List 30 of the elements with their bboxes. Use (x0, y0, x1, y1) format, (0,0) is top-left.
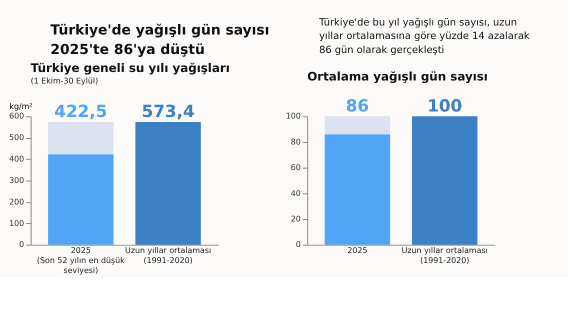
y-tick-label: 100 (9, 218, 24, 228)
bar (48, 122, 114, 154)
data-label: 86 (346, 95, 370, 116)
data-label: 573,4 (142, 101, 195, 122)
y-tick-label: 40 (290, 188, 301, 198)
x-tick-label: 2025 (347, 246, 368, 256)
y-tick-label: 0 (19, 240, 24, 250)
chart-subtitle: (1 Ekim-30 Eylül) (30, 76, 98, 86)
text: Türkiye'de yağışlı gün sayısı 2025'te 86'ya düştü (50, 22, 270, 58)
y-tick-label: 20 (290, 214, 301, 224)
text: Türkiye'de bu yıl yağışlı gün sayısı, uzun yıllar ortalamasına göre yüzde 14 azalarak 86 gün olarak gerçekleşti (318, 17, 530, 56)
data-label: 100 (427, 95, 462, 116)
y-tick-label: 500 (9, 133, 24, 142)
data-label: 422,5 (54, 101, 108, 122)
x-tick-label: 2025 (Son 52 yılın en düşük seviyesi) (36, 246, 126, 275)
x-tick-label: Uzun yıllar ortalaması (1991-2020) (125, 246, 212, 265)
y-tick-label: 400 (9, 154, 24, 164)
bar (48, 154, 114, 245)
y-tick-label: 0 (296, 240, 301, 250)
y-tick-label: 80 (290, 137, 301, 146)
y-tick-label: 60 (290, 163, 301, 172)
y-tick-label: 600 (9, 112, 24, 121)
bar (135, 122, 201, 245)
chart-title: Ortalama yağışlı gün sayısı (307, 70, 488, 84)
y-tick-label: 300 (9, 176, 24, 185)
y-tick-label: 200 (9, 197, 24, 206)
y-axis-title: kg/m² (9, 102, 32, 111)
y-tick-label: 100 (286, 112, 301, 121)
chart-title: Türkiye geneli su yılı yağışları (30, 60, 230, 75)
x-tick-label: Uzun yıllar ortalaması (1991-2020) (402, 246, 488, 265)
